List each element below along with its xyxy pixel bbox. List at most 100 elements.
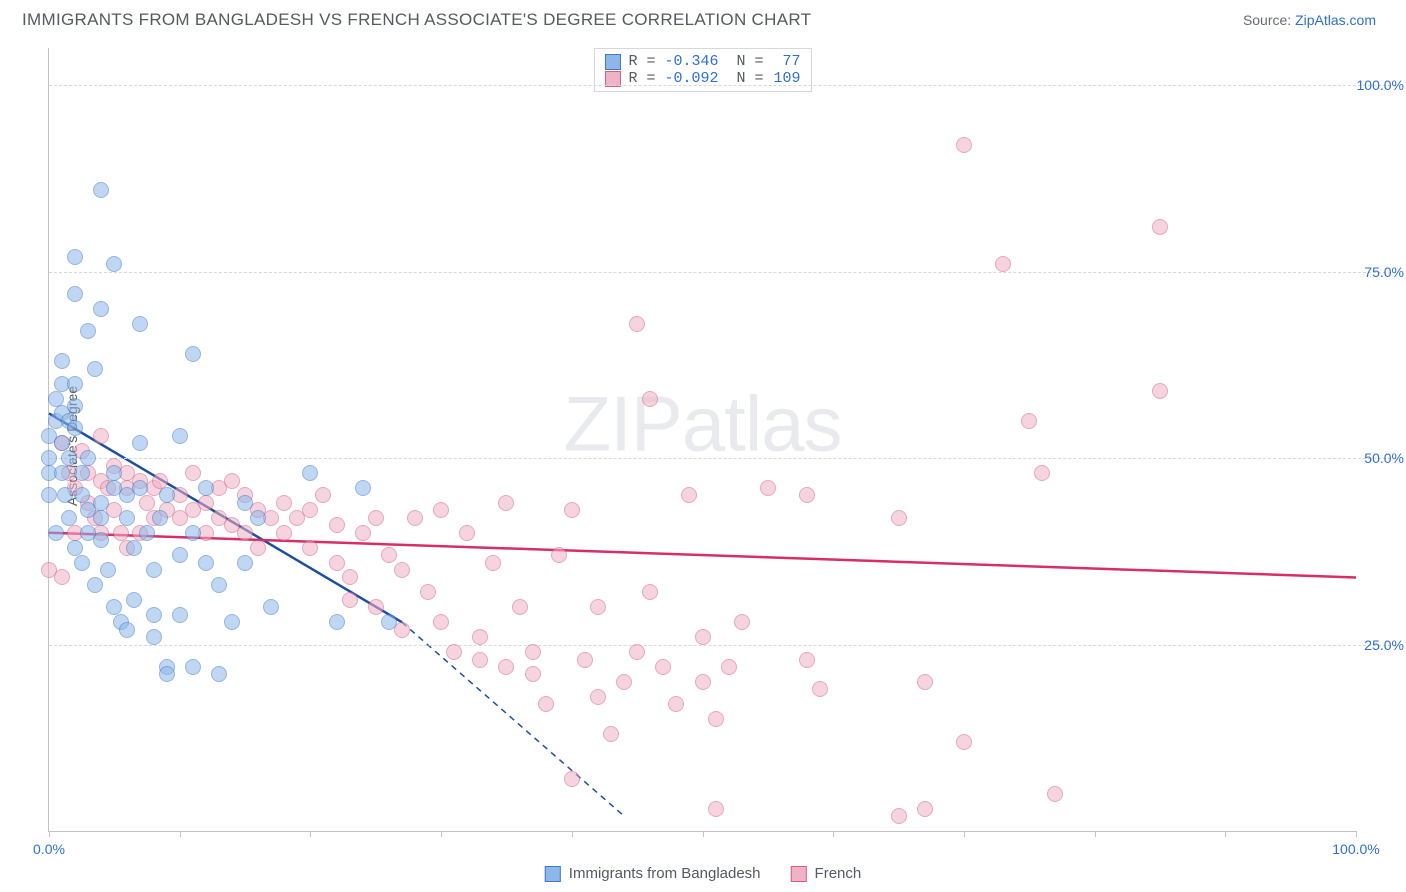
scatter-point <box>113 525 129 541</box>
scatter-point <box>302 540 318 556</box>
x-tick <box>180 831 181 837</box>
scatter-point <box>61 450 77 466</box>
scatter-point <box>185 525 201 541</box>
legend-item: Immigrants from Bangladesh <box>545 865 761 882</box>
scatter-point <box>812 681 828 697</box>
x-tick <box>1225 831 1226 837</box>
source-label: Source: ZipAtlas.com <box>1243 12 1376 28</box>
y-tick-label: 50.0% <box>1354 450 1404 466</box>
scatter-point <box>799 487 815 503</box>
scatter-point <box>355 480 371 496</box>
scatter-point <box>642 584 658 600</box>
scatter-point <box>250 510 266 526</box>
scatter-point <box>250 540 266 556</box>
scatter-chart: ZIPatlas R = -0.346 N = 77 R = -0.092 N … <box>48 48 1356 832</box>
regression-line-extrapolated <box>402 622 624 816</box>
scatter-point <box>159 487 175 503</box>
scatter-point <box>956 734 972 750</box>
scatter-point <box>420 584 436 600</box>
scatter-point <box>106 256 122 272</box>
legend-item: French <box>791 865 862 882</box>
scatter-point <box>551 547 567 563</box>
scatter-point <box>655 659 671 675</box>
scatter-point <box>564 502 580 518</box>
scatter-point <box>891 510 907 526</box>
scatter-point <box>302 502 318 518</box>
scatter-point <box>132 435 148 451</box>
gridline <box>49 85 1396 86</box>
scatter-point <box>381 547 397 563</box>
scatter-point <box>67 376 83 392</box>
scatter-point <box>119 622 135 638</box>
scatter-point <box>48 391 64 407</box>
scatter-point <box>172 547 188 563</box>
scatter-point <box>80 323 96 339</box>
x-tick <box>1095 831 1096 837</box>
scatter-point <box>224 473 240 489</box>
bottom-legend: Immigrants from Bangladesh French <box>545 865 861 882</box>
scatter-point <box>126 540 142 556</box>
scatter-point <box>224 614 240 630</box>
scatter-point <box>577 652 593 668</box>
scatter-point <box>564 771 580 787</box>
scatter-point <box>146 607 162 623</box>
scatter-point <box>93 510 109 526</box>
scatter-point <box>132 480 148 496</box>
scatter-point <box>87 361 103 377</box>
scatter-point <box>1152 383 1168 399</box>
x-tick-label: 0.0% <box>33 841 65 857</box>
scatter-point <box>152 473 168 489</box>
scatter-point <box>525 644 541 660</box>
scatter-point <box>132 316 148 332</box>
gridline <box>49 645 1396 646</box>
scatter-point <box>708 711 724 727</box>
scatter-point <box>41 450 57 466</box>
scatter-point <box>538 696 554 712</box>
scatter-point <box>355 525 371 541</box>
source-link[interactable]: ZipAtlas.com <box>1295 12 1376 28</box>
scatter-point <box>54 353 70 369</box>
scatter-point <box>237 495 253 511</box>
scatter-point <box>1034 465 1050 481</box>
gridline <box>49 458 1396 459</box>
scatter-point <box>629 316 645 332</box>
scatter-point <box>498 659 514 675</box>
scatter-point <box>198 495 214 511</box>
scatter-point <box>956 137 972 153</box>
x-tick <box>1356 831 1357 837</box>
y-tick-label: 100.0% <box>1354 77 1404 93</box>
scatter-point <box>917 674 933 690</box>
x-tick <box>572 831 573 837</box>
scatter-point <box>368 599 384 615</box>
scatter-point <box>708 801 724 817</box>
scatter-point <box>54 569 70 585</box>
scatter-point <box>525 666 541 682</box>
scatter-point <box>211 666 227 682</box>
scatter-point <box>734 614 750 630</box>
x-tick <box>441 831 442 837</box>
scatter-point <box>407 510 423 526</box>
scatter-point <box>93 182 109 198</box>
scatter-point <box>433 614 449 630</box>
scatter-point <box>93 301 109 317</box>
scatter-point <box>172 607 188 623</box>
scatter-point <box>329 517 345 533</box>
regression-lines <box>49 48 1356 831</box>
scatter-point <box>695 629 711 645</box>
scatter-point <box>995 256 1011 272</box>
scatter-point <box>106 599 122 615</box>
scatter-point <box>67 398 83 414</box>
legend-swatch <box>791 866 807 882</box>
scatter-point <box>446 644 462 660</box>
scatter-point <box>74 555 90 571</box>
scatter-point <box>891 808 907 824</box>
scatter-point <box>302 465 318 481</box>
scatter-point <box>485 555 501 571</box>
scatter-point <box>139 525 155 541</box>
scatter-point <box>80 450 96 466</box>
scatter-point <box>237 525 253 541</box>
scatter-point <box>54 465 70 481</box>
scatter-point <box>172 428 188 444</box>
x-tick <box>703 831 704 837</box>
scatter-point <box>329 614 345 630</box>
